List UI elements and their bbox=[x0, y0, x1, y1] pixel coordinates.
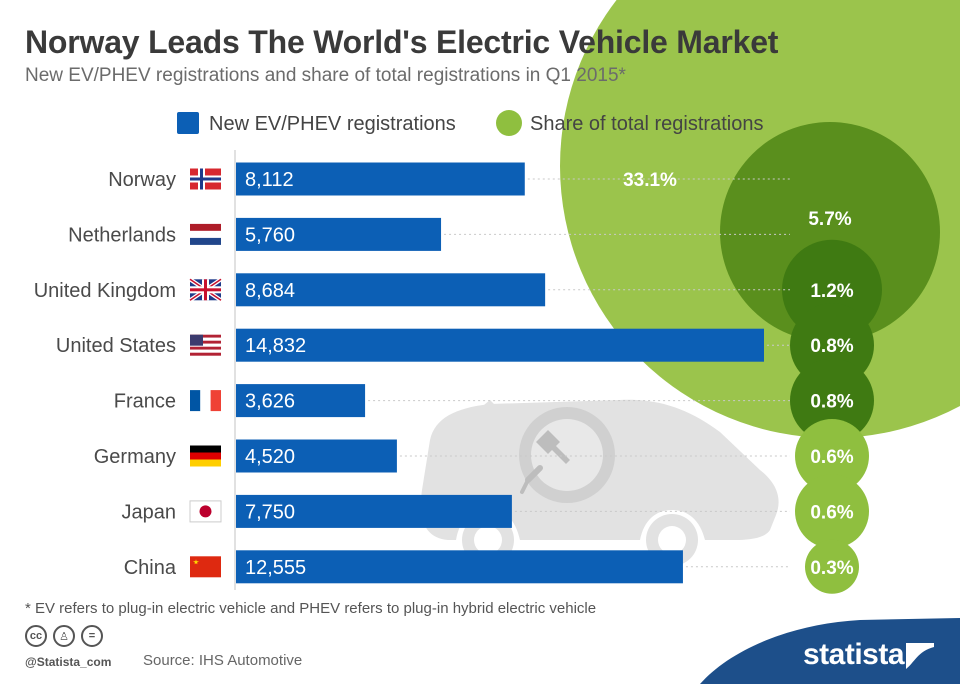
bar-value-label: 3,626 bbox=[245, 391, 295, 413]
norway-flag-icon bbox=[190, 168, 221, 190]
bar-value-label: 12,555 bbox=[245, 557, 306, 579]
share-bubbles bbox=[560, 0, 960, 594]
category-label: United Kingdom bbox=[34, 280, 176, 302]
netherlands-flag-icon bbox=[190, 223, 221, 245]
bar-value-label: 5,760 bbox=[245, 224, 295, 246]
bar bbox=[236, 162, 525, 196]
bar-value-label: 4,520 bbox=[245, 446, 295, 468]
legend-bubble-swatch bbox=[496, 110, 522, 136]
legend-bar-label: New EV/PHEV registrations bbox=[209, 113, 456, 135]
legend: New EV/PHEV registrations Share of total… bbox=[177, 110, 763, 136]
page-title: Norway Leads The World's Electric Vehicl… bbox=[25, 24, 779, 60]
share-bubble bbox=[805, 539, 859, 594]
by-icon[interactable]: ♙ bbox=[53, 625, 75, 647]
page-subtitle: New EV/PHEV registrations and share of t… bbox=[25, 65, 626, 86]
share-value-label: 1.2% bbox=[810, 281, 853, 302]
bar bbox=[236, 328, 764, 362]
footnote: * EV refers to plug-in electric vehicle … bbox=[25, 600, 597, 617]
bar-value-label: 14,832 bbox=[245, 335, 306, 357]
category-label: Japan bbox=[122, 501, 177, 523]
us-flag-icon bbox=[190, 334, 221, 356]
share-value-label: 0.8% bbox=[810, 336, 853, 357]
bar-value-label: 7,750 bbox=[245, 501, 295, 523]
bars: 8,112 5,760 8,684 14,832 3,626 4,520 7,750 12,5… bbox=[236, 162, 764, 584]
source-note: Source: IHS Automotive bbox=[143, 652, 303, 669]
share-value-label: 0.8% bbox=[810, 392, 853, 413]
cc-icon[interactable]: cc bbox=[25, 625, 47, 647]
share-bubble bbox=[795, 474, 869, 549]
bar bbox=[236, 439, 397, 473]
legend-bubble-label: Share of total registrations bbox=[530, 113, 763, 135]
footer-band bbox=[700, 618, 960, 684]
uk-flag-icon bbox=[188, 277, 223, 302]
share-value-label: 0.6% bbox=[810, 447, 853, 468]
japan-flag-icon bbox=[189, 500, 222, 523]
bar bbox=[236, 273, 546, 307]
share-labels: 33.1% 5.7% 1.2% 0.8% 0.8% 0.6% 0.6% 0.3% bbox=[623, 170, 854, 579]
category-label: Netherlands bbox=[68, 224, 176, 246]
share-value-label: 5.7% bbox=[808, 209, 851, 230]
bar bbox=[236, 550, 683, 584]
share-bubble bbox=[795, 419, 869, 493]
share-value-label: 0.6% bbox=[810, 502, 853, 523]
plug-icon bbox=[519, 407, 615, 503]
bar bbox=[236, 217, 442, 251]
category-labels: Norway Netherlands United Kingdom United St… bbox=[34, 169, 177, 579]
category-label: France bbox=[114, 391, 176, 413]
statista-logo-icon bbox=[906, 643, 934, 669]
nd-icon[interactable]: = bbox=[81, 625, 103, 647]
category-label: Germany bbox=[94, 446, 176, 468]
twitter-handle[interactable]: @Statista_com bbox=[25, 655, 112, 669]
country-flags bbox=[188, 168, 223, 578]
france-flag-icon bbox=[190, 390, 221, 412]
bar bbox=[236, 384, 366, 418]
category-label: United States bbox=[56, 335, 176, 357]
bar-value-label: 8,112 bbox=[245, 169, 294, 191]
legend-bar-swatch bbox=[177, 112, 199, 134]
brand-name[interactable]: statista bbox=[803, 638, 905, 671]
license-icons: cc ♙ = bbox=[25, 625, 103, 647]
china-flag-icon bbox=[190, 556, 221, 578]
dotted-guides bbox=[368, 178, 790, 568]
share-value-label: 0.3% bbox=[810, 558, 853, 579]
germany-flag-icon bbox=[190, 445, 221, 467]
category-label: Norway bbox=[108, 169, 176, 191]
share-bubble bbox=[720, 122, 940, 342]
bar-value-label: 8,684 bbox=[245, 280, 295, 302]
share-bubble bbox=[790, 358, 874, 443]
share-value-label: 33.1% bbox=[623, 170, 677, 191]
bar bbox=[236, 494, 512, 528]
category-label: China bbox=[124, 557, 177, 579]
